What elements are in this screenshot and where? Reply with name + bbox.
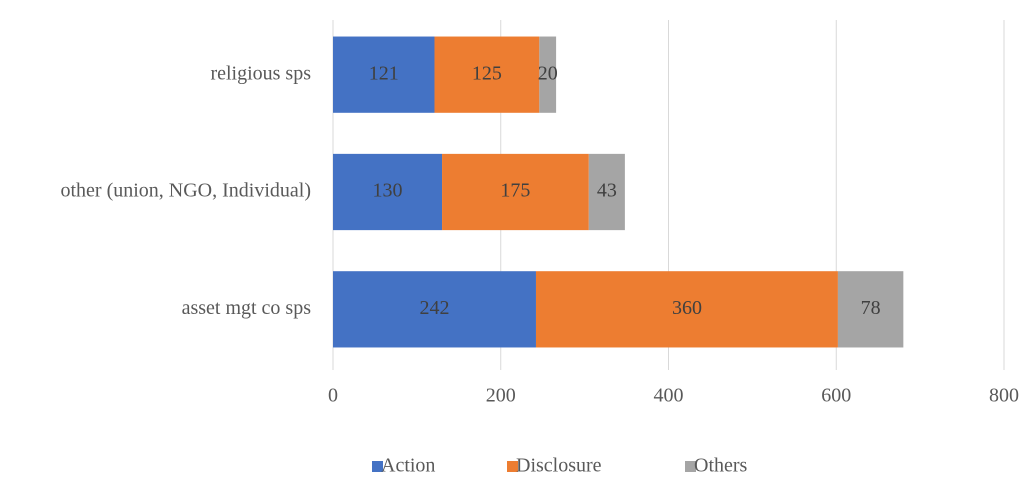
data-label: 130 <box>373 180 403 202</box>
bar-segment <box>442 153 589 231</box>
data-label: 20 <box>538 62 558 84</box>
x-tick-label: 800 <box>989 385 1019 407</box>
data-label: 125 <box>472 62 502 84</box>
legend-swatch <box>685 461 696 472</box>
bar-segment <box>539 36 557 113</box>
y-tick-label: asset mgt co sps <box>182 297 312 319</box>
legend-label: Action <box>381 455 435 477</box>
legend-label: Disclosure <box>516 455 602 477</box>
data-label: 175 <box>500 180 530 202</box>
data-label: 242 <box>419 297 449 319</box>
x-tick-label: 600 <box>821 385 851 407</box>
legend-label: Others <box>694 455 748 477</box>
legend-swatch <box>507 461 518 472</box>
data-label: 78 <box>861 297 881 319</box>
data-label: 121 <box>369 62 399 84</box>
bar-segment <box>837 271 904 348</box>
bar-segment <box>333 271 536 348</box>
y-tick-label: religious sps <box>210 62 311 84</box>
bar-segment <box>588 153 625 231</box>
bar-segment <box>333 36 435 113</box>
data-label: 43 <box>597 180 617 202</box>
bar-segment <box>333 153 443 231</box>
x-tick-label: 200 <box>486 385 516 407</box>
bar-segment <box>434 36 540 113</box>
x-tick-label: 400 <box>654 385 684 407</box>
data-label: 360 <box>672 297 702 319</box>
y-tick-label: other (union, NGO, Individual) <box>60 180 311 202</box>
x-tick-label: 0 <box>328 385 338 407</box>
bar-segment <box>535 271 838 348</box>
legend-swatch <box>372 461 383 472</box>
